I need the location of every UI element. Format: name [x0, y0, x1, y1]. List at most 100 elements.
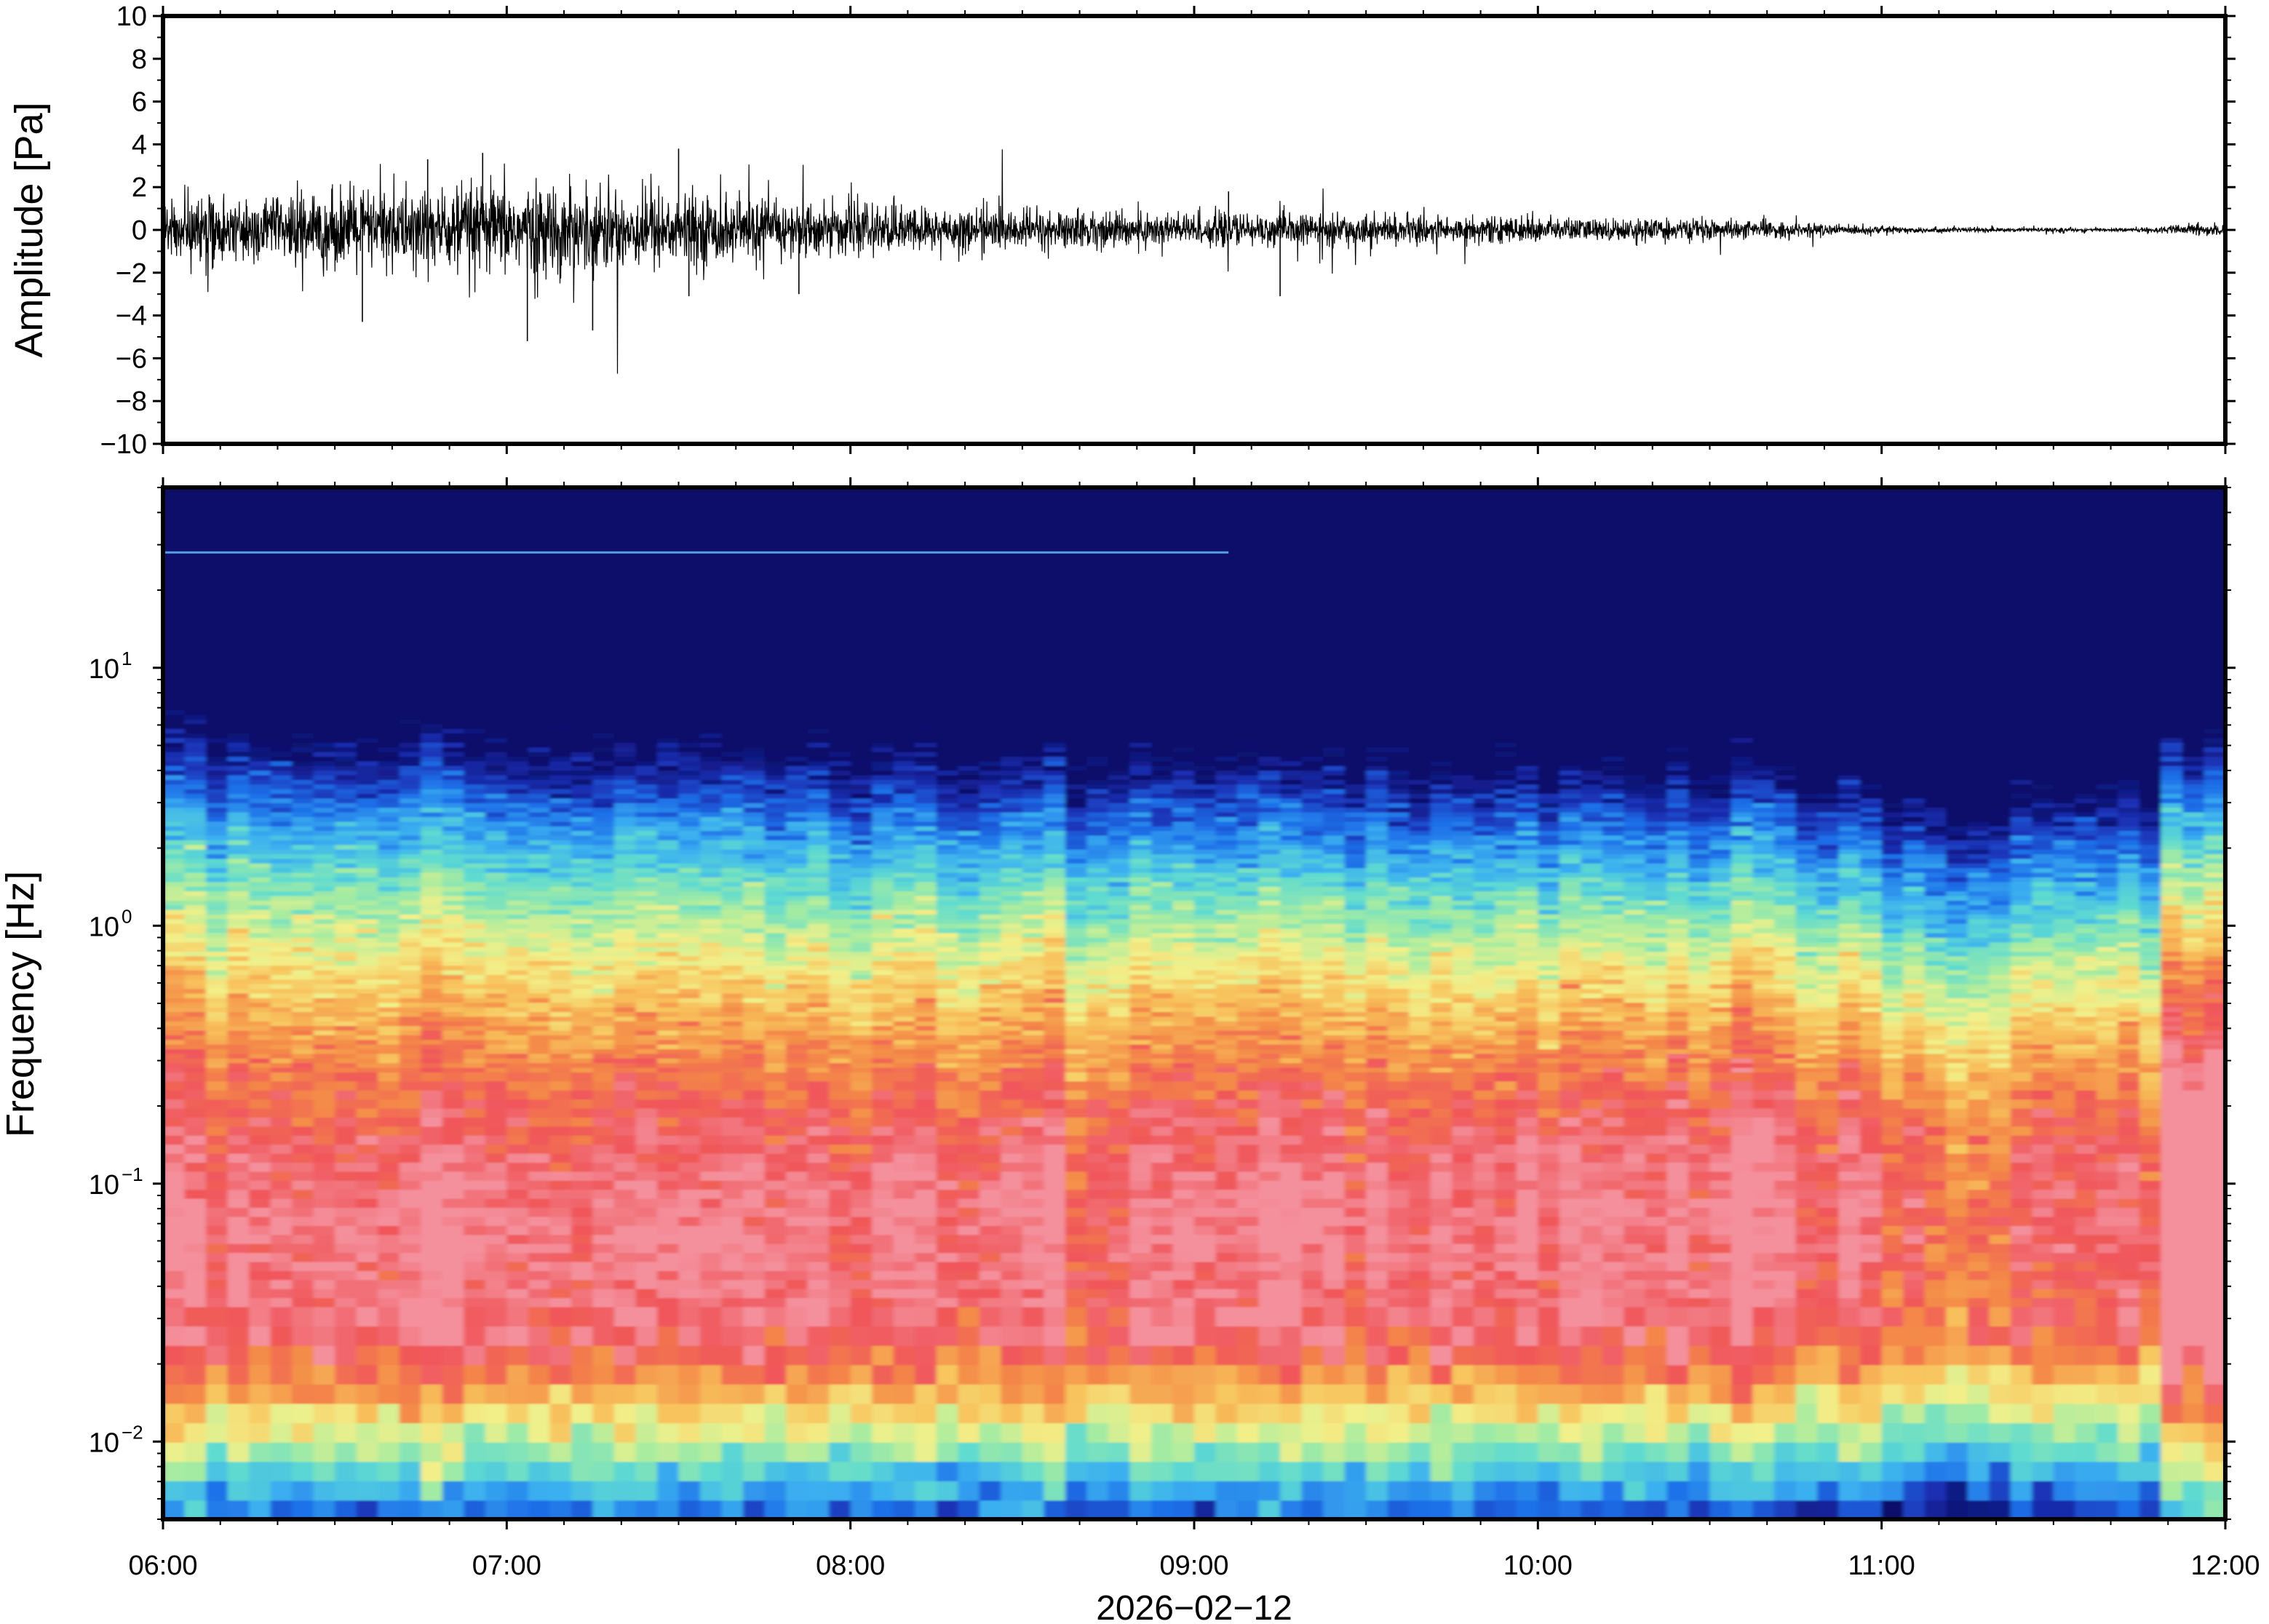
spectrogram-cell: [549, 774, 572, 780]
spectrogram-cell: [206, 598, 229, 604]
spectrogram-cell: [464, 635, 486, 641]
spectrogram-cell: [721, 561, 744, 567]
spectrogram-cell: [249, 1216, 271, 1226]
spectrogram-cell: [700, 561, 723, 567]
spectrogram-cell: [206, 942, 229, 947]
spectrogram-cell: [549, 983, 572, 990]
spectrogram-cell: [206, 719, 229, 725]
spectrogram-cell: [249, 1480, 271, 1501]
spectrogram-cell: [678, 1043, 701, 1050]
spectrogram-cell: [528, 1189, 551, 1199]
spectrogram-cell: [657, 1189, 680, 1199]
spectrogram-cell: [292, 663, 314, 669]
spectrogram-cell: [743, 565, 766, 571]
spectrogram-cell: [635, 533, 658, 539]
spectrogram-cell: [485, 509, 508, 516]
spectrogram-cell: [249, 1345, 271, 1366]
spectrogram-cell: [485, 672, 508, 678]
spectrogram-cell: [678, 621, 701, 627]
spectrogram-cell: [764, 965, 787, 971]
spectrogram-cell: [292, 658, 314, 664]
spectrogram-cell: [249, 1043, 271, 1050]
spectrogram-cell: [764, 784, 787, 789]
spectrogram-cell: [442, 612, 465, 618]
spectrogram-cell: [506, 909, 529, 915]
spectrogram-cell: [592, 1057, 615, 1064]
spectrogram-cell: [356, 858, 379, 864]
spectrogram-cell: [721, 1126, 744, 1136]
spectrogram-cell: [378, 1422, 400, 1443]
spectrogram-cell: [206, 821, 229, 827]
spectrogram-cell: [635, 626, 658, 632]
spectrogram-cell: [743, 1043, 766, 1050]
spectrogram-cell: [399, 612, 422, 618]
spectrogram-cell: [549, 1067, 572, 1072]
spectrogram-cell: [700, 1016, 723, 1022]
spectrogram-cell: [163, 1025, 186, 1031]
spectrogram-cell: [378, 1020, 400, 1027]
spectrogram-cell: [442, 946, 465, 952]
spectrogram-cell: [764, 589, 787, 594]
spectrogram-cell: [506, 807, 529, 813]
spectrogram-cell: [743, 561, 766, 567]
spectrogram-cell: [163, 589, 186, 594]
spectrogram-cell: [206, 965, 229, 971]
spectrogram-cell: [613, 914, 637, 920]
spectrogram-cell: [485, 821, 508, 827]
spectrogram-cell: [743, 1126, 766, 1136]
spectrogram-cell: [485, 1080, 508, 1091]
spectrogram-cell: [464, 542, 486, 548]
spectrogram-cell: [549, 1422, 572, 1443]
spectrogram-cell: [743, 1057, 766, 1064]
spectrogram-cell: [249, 487, 271, 493]
spectrogram-cell: [528, 737, 551, 743]
spectrogram-cell: [743, 891, 766, 896]
spectrogram-cell: [163, 700, 186, 706]
spectrogram-cell: [163, 1403, 186, 1424]
spectrogram-cell: [227, 1198, 250, 1208]
spectrogram-cell: [421, 589, 443, 594]
spectrogram-cell: [356, 936, 379, 943]
spectrogram-cell: [635, 1326, 658, 1346]
spectrogram-cell: [657, 955, 680, 961]
spectrogram-cell: [206, 561, 229, 567]
spectrogram-cell: [592, 1162, 615, 1172]
spectrogram-cell: [485, 1134, 508, 1145]
spectrogram-cell: [613, 505, 637, 511]
spectrogram-cell: [292, 793, 314, 799]
spectrogram-cell: [700, 844, 723, 850]
spectrogram-cell: [549, 1225, 572, 1235]
spectrogram-cell: [635, 1067, 658, 1072]
spectrogram-cell: [227, 1043, 250, 1050]
spectrogram-cell: [678, 1006, 701, 1012]
spectrogram-cell: [613, 992, 637, 998]
spectrogram-cell: [613, 1207, 637, 1217]
spectrogram-cell: [206, 640, 229, 645]
spectrogram-cell: [464, 514, 486, 520]
spectrogram-cell: [270, 1089, 293, 1100]
spectrogram-cell: [163, 561, 186, 567]
spectrogram-cell: [184, 770, 207, 776]
spectrogram-cell: [464, 830, 486, 836]
spectrogram-cell: [249, 663, 271, 669]
spectrogram-cell: [421, 848, 443, 855]
spectrogram-cell: [227, 997, 250, 1003]
spectrogram-cell: [249, 918, 271, 924]
spectrogram-cell: [657, 584, 680, 590]
spectrogram-cell: [786, 784, 808, 789]
spectrogram-cell: [571, 621, 594, 627]
spectrogram-cell: [657, 1422, 680, 1443]
spectrogram-cell: [399, 1039, 422, 1045]
spectrogram-cell: [786, 1461, 808, 1481]
spectrogram-cell: [786, 1067, 808, 1072]
spectrogram-cell: [163, 528, 186, 534]
spectrogram-cell: [378, 658, 400, 664]
spectrogram-cell: [270, 960, 293, 966]
spectrogram-cell: [464, 825, 486, 832]
spectrogram-cell: [249, 928, 271, 934]
spectrogram-cell: [206, 1422, 229, 1443]
spectrogram-cell: [721, 872, 744, 877]
spectrogram-cell: [313, 709, 336, 715]
spectrogram-cell: [163, 969, 186, 975]
spectrogram-cell: [635, 942, 658, 947]
